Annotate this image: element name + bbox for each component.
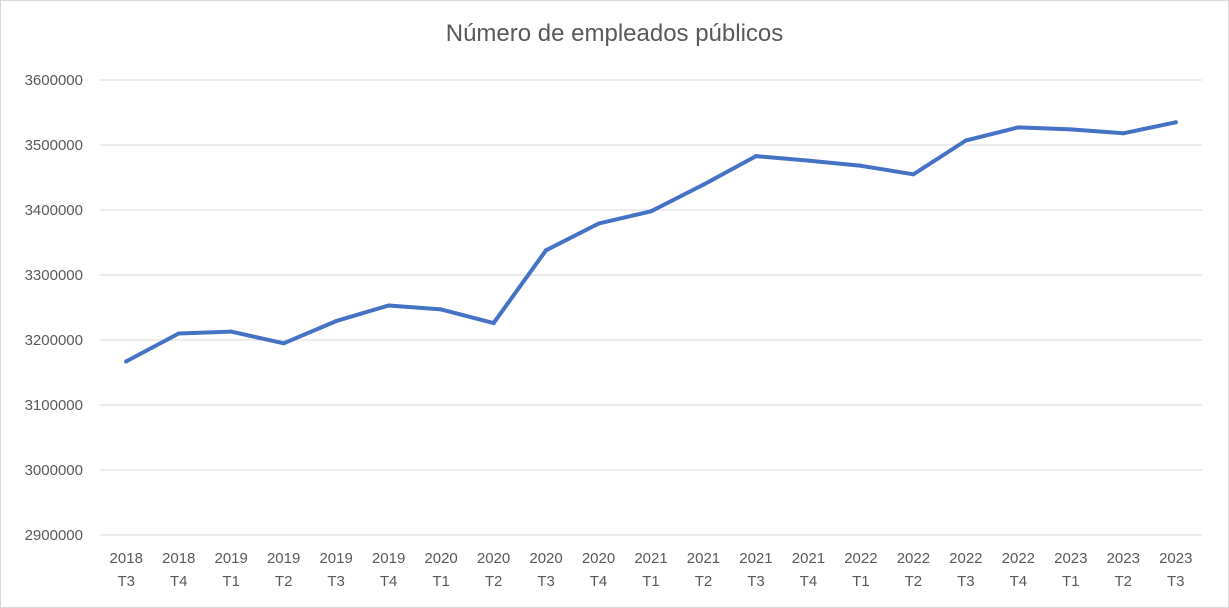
x-tick-label-quarter: T2 [485, 573, 503, 590]
x-tick-label-year: 2023 [1159, 550, 1192, 567]
x-tick-label-quarter: T4 [380, 573, 398, 590]
x-tick-label-year: 2021 [739, 550, 772, 567]
x-tick-label-year: 2019 [267, 550, 300, 567]
x-tick-label-year: 2023 [1107, 550, 1140, 567]
y-tick-label: 3000000 [25, 462, 83, 479]
x-tick-label-quarter: T4 [590, 573, 608, 590]
x-tick-label-year: 2021 [792, 550, 825, 567]
x-tick-label-year: 2023 [1054, 550, 1087, 567]
data-point [963, 138, 968, 143]
x-tick-label-quarter: T2 [905, 573, 923, 590]
data-point [701, 182, 706, 187]
data-point [1016, 125, 1021, 130]
series-layer [124, 120, 1178, 364]
chart-title: Número de empleados públicos [445, 20, 784, 47]
x-tick-label-year: 2020 [424, 550, 457, 567]
y-tick-label: 3200000 [25, 332, 83, 349]
data-point [386, 303, 391, 308]
x-tick-label-quarter: T4 [800, 573, 818, 590]
x-tick-label-quarter: T3 [327, 573, 345, 590]
x-tick-label-year: 2021 [687, 550, 720, 567]
x-tick-label-year: 2021 [634, 550, 667, 567]
data-point [491, 321, 496, 326]
x-tick-label-year: 2022 [949, 550, 982, 567]
x-tick-label-year: 2020 [477, 550, 510, 567]
gridlines [100, 79, 1202, 536]
x-tick-label-quarter: T3 [747, 573, 765, 590]
x-tick-label-year: 2019 [319, 550, 352, 567]
data-point [1068, 127, 1073, 132]
y-tick-label: 3600000 [25, 72, 83, 89]
x-tick-label-quarter: T3 [537, 573, 555, 590]
data-point [1121, 131, 1126, 136]
data-point [281, 341, 286, 346]
x-tick-label-year: 2020 [582, 550, 615, 567]
y-tick-label: 2900000 [25, 527, 83, 544]
x-tick-label-year: 2020 [529, 550, 562, 567]
y-tick-label: 3500000 [25, 137, 83, 154]
x-tick-label-quarter: T4 [1010, 573, 1028, 590]
y-tick-label: 3300000 [25, 267, 83, 284]
x-tick-label-quarter: T1 [432, 573, 450, 590]
x-tick-label-year: 2022 [1002, 550, 1035, 567]
data-point [439, 307, 444, 312]
x-tick-label-year: 2018 [162, 550, 195, 567]
x-tick-label-quarter: T3 [117, 573, 135, 590]
x-tick-label-quarter: T3 [1167, 573, 1185, 590]
data-point [806, 158, 811, 163]
y-axis-ticks: 3600000 3500000 3400000 3300000 3200000 31000… [25, 72, 83, 544]
x-tick-label-quarter: T1 [222, 573, 240, 590]
x-tick-label-quarter: T1 [1062, 573, 1080, 590]
x-tick-label-year: 2022 [897, 550, 930, 567]
data-point [911, 172, 916, 177]
data-point [544, 248, 549, 253]
data-point [334, 319, 339, 324]
x-tick-label-quarter: T2 [695, 573, 713, 590]
x-tick-label-year: 2019 [372, 550, 405, 567]
x-tick-label-quarter: T1 [852, 573, 870, 590]
data-point [649, 209, 653, 214]
series-line [124, 120, 1178, 364]
x-tick-label-year: 2018 [110, 550, 143, 567]
x-tick-label-quarter: T4 [170, 573, 188, 590]
x-tick-label-quarter: T2 [275, 573, 293, 590]
data-point [124, 359, 129, 364]
data-point [858, 163, 863, 168]
x-tick-label-year: 2019 [215, 550, 248, 567]
x-tick-label-quarter: T2 [1115, 573, 1133, 590]
x-axis-ticks: 2018 T3 2018 T4 2019 T1 2019 T2 2019 T3 2019 T4 2020… [110, 550, 1193, 590]
data-point [1173, 120, 1178, 125]
data-point [596, 221, 601, 226]
data-point [753, 154, 758, 159]
x-tick-label-quarter: T1 [642, 573, 660, 590]
data-point [229, 329, 234, 334]
y-tick-label: 3400000 [25, 202, 83, 219]
y-tick-label: 3100000 [25, 397, 83, 414]
x-tick-label-year: 2022 [844, 550, 877, 567]
data-point [176, 331, 181, 336]
x-tick-label-quarter: T3 [957, 573, 975, 590]
